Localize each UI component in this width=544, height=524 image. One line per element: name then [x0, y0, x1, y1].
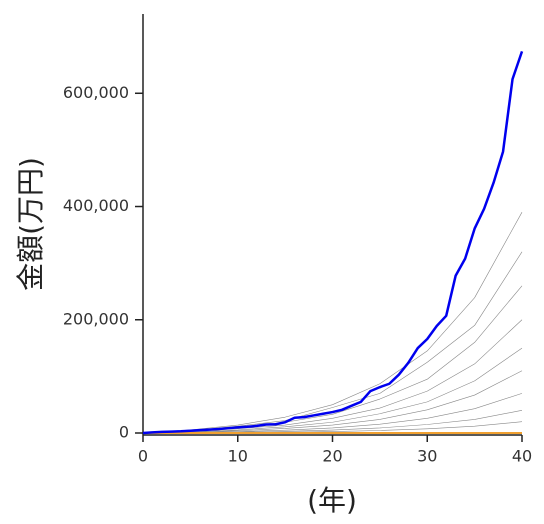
y-axis-title: 金額(万円): [14, 157, 47, 291]
series-line: [142, 319, 523, 434]
x-tick-label: 40: [512, 447, 532, 466]
y-tick-label: 400,000: [63, 196, 129, 215]
x-tick-label: 0: [138, 447, 148, 466]
y-tick-label: 0: [119, 423, 129, 442]
series-line: [142, 347, 523, 434]
x-axis-title: (年): [307, 484, 357, 517]
x-tick-label: 30: [417, 447, 437, 466]
series-line: [142, 50, 524, 435]
y-tick-label: 200,000: [63, 309, 129, 328]
y-tick-label: 600,000: [63, 83, 129, 102]
series-line: [142, 212, 523, 434]
x-tick-label: 10: [228, 447, 248, 466]
series-line: [142, 251, 523, 434]
x-tick-label: 20: [322, 447, 342, 466]
series-line: [142, 370, 523, 434]
